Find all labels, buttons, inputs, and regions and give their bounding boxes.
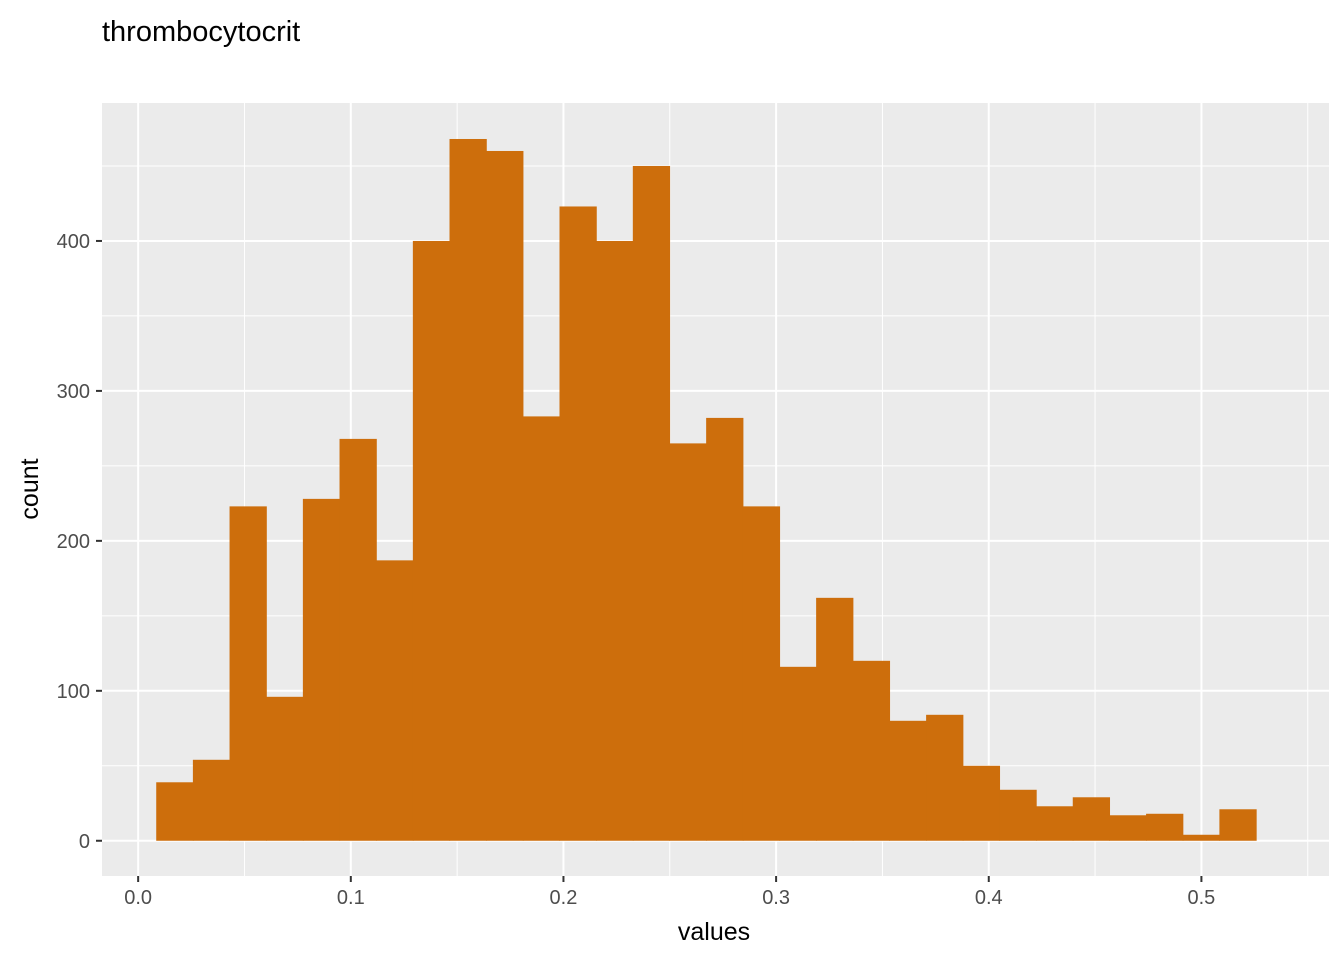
histogram-bar: [1072, 797, 1111, 841]
y-tick-label: 200: [57, 531, 90, 553]
y-tick-label: 100: [57, 681, 90, 703]
histogram-bar: [1036, 806, 1074, 841]
histogram-bar: [1219, 809, 1257, 841]
histogram-bar: [486, 150, 524, 841]
x-axis: 0.0 0.1 0.2 0.3 0.4 0.5: [124, 876, 1215, 909]
x-tick-label: 0.0: [124, 887, 152, 909]
histogram-bar: [302, 498, 341, 841]
histogram-bar: [522, 416, 561, 841]
histogram-bar: [926, 714, 964, 841]
histogram-bar: [559, 206, 597, 841]
x-tick-label: 0.3: [762, 887, 790, 909]
histogram-bar: [889, 720, 927, 841]
y-tick-label: 300: [57, 381, 90, 403]
histogram-bar: [449, 138, 487, 841]
histogram-bar: [339, 438, 377, 841]
histogram-bar: [266, 696, 304, 841]
histogram-bars: [156, 138, 1257, 841]
y-axis: 0 100 200 300 400: [57, 231, 102, 853]
x-tick-label: 0.5: [1188, 887, 1216, 909]
histogram-bar: [962, 765, 1001, 841]
histogram-bar: [192, 759, 231, 841]
y-tick-label: 0: [79, 831, 90, 853]
histogram-bar: [229, 506, 267, 841]
y-tick-label: 400: [57, 231, 90, 253]
histogram-bar: [1109, 815, 1147, 841]
histogram-bar: [852, 660, 891, 841]
histogram-bar: [376, 560, 414, 841]
histogram-bar: [669, 443, 707, 841]
histogram-bar: [999, 789, 1037, 841]
histogram-bar: [1146, 813, 1184, 841]
y-axis-title: count: [16, 458, 44, 519]
histogram-bar: [412, 240, 451, 841]
x-tick-label: 0.4: [975, 887, 1003, 909]
histogram-bar: [1182, 834, 1220, 841]
histogram-bar: [742, 506, 781, 841]
x-tick-label: 0.1: [337, 887, 365, 909]
histogram-bar: [706, 417, 744, 841]
histogram-bar: [632, 165, 671, 841]
histogram-bar: [816, 597, 854, 841]
histogram-bar: [596, 240, 634, 841]
x-tick-label: 0.2: [550, 887, 578, 909]
x-axis-title: values: [678, 918, 750, 946]
histogram-bar: [779, 666, 817, 841]
chart-title: thrombocytocrit: [102, 16, 300, 48]
histogram-bar: [156, 782, 194, 841]
